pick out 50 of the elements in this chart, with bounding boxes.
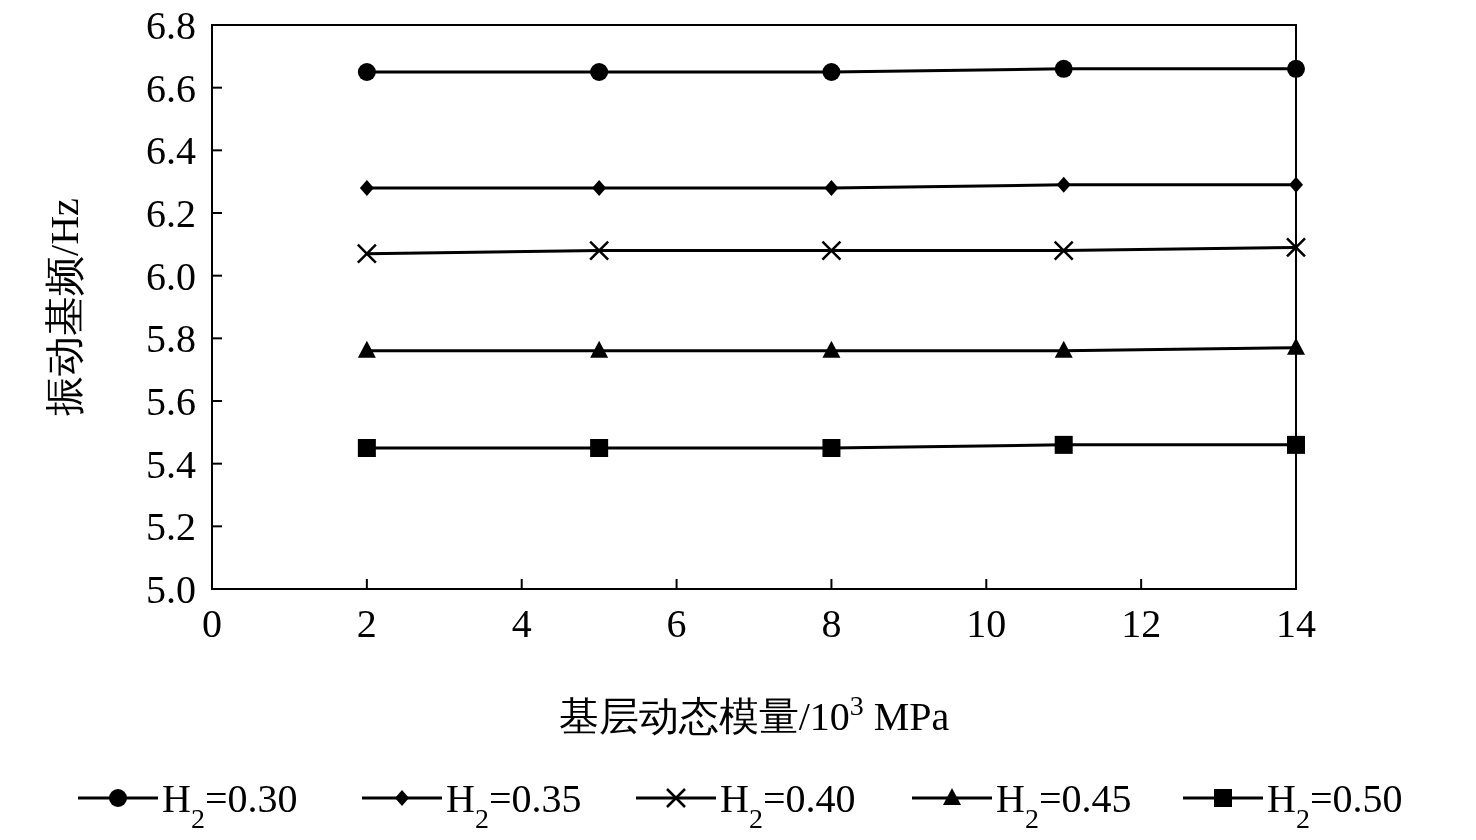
point xyxy=(1285,237,1307,258)
point xyxy=(822,439,841,457)
x-tick-label: 10 xyxy=(966,601,1007,646)
x-tick-label: 6 xyxy=(666,601,687,646)
x-tick-label: 14 xyxy=(1276,601,1316,646)
point xyxy=(590,340,609,358)
y-tick-label: 6.8 xyxy=(146,3,196,48)
y-tick-label: 5.0 xyxy=(146,567,196,612)
x-tick-label: 8 xyxy=(821,601,842,646)
legend-label: H$_{2}$=0.40 xyxy=(720,776,856,834)
y-tick-label: 5.8 xyxy=(146,316,196,362)
point xyxy=(821,240,842,261)
point xyxy=(356,243,378,264)
point xyxy=(1053,240,1074,261)
point xyxy=(588,240,610,261)
y-tick-label: 5.2 xyxy=(146,504,196,550)
point xyxy=(592,179,607,196)
point xyxy=(1054,340,1073,358)
point xyxy=(359,179,374,196)
x-tick-label: 4 xyxy=(511,601,532,646)
x-tick-label: 0 xyxy=(202,601,222,646)
point xyxy=(590,439,609,457)
point xyxy=(822,63,841,81)
point xyxy=(1054,59,1073,78)
legend-label: H$_{2}$=0.45 xyxy=(996,776,1132,834)
x-tick-label: 12 xyxy=(1121,601,1162,646)
y-axis-title: 振动基频/Hz xyxy=(42,198,87,416)
y-tick-label: 6.4 xyxy=(146,128,196,174)
point xyxy=(357,439,376,457)
y-tick-label: 6.6 xyxy=(146,65,196,111)
y-tick-label: 6.2 xyxy=(146,191,196,236)
y-tick-label: 5.4 xyxy=(146,441,196,487)
point xyxy=(357,63,376,81)
point xyxy=(590,63,609,81)
point xyxy=(1056,176,1071,193)
x-axis-title: 基层动态模量/10$^{3}$ MPa xyxy=(558,689,950,739)
y-tick-label: 6.0 xyxy=(146,253,196,299)
y-tick-label: 5.6 xyxy=(146,379,196,424)
point xyxy=(1054,435,1073,454)
point xyxy=(1287,337,1305,355)
point xyxy=(1287,435,1305,454)
legend-label: H$_{2}$=0.50 xyxy=(1267,776,1403,834)
point xyxy=(1289,176,1303,193)
x-tick-label: 2 xyxy=(356,601,377,646)
point xyxy=(824,179,839,196)
point xyxy=(822,340,841,358)
point xyxy=(1287,59,1305,78)
point xyxy=(357,340,376,358)
legend-label: H$_{2}$=0.30 xyxy=(162,776,298,834)
legend-label: H$_{2}$=0.35 xyxy=(446,776,582,834)
